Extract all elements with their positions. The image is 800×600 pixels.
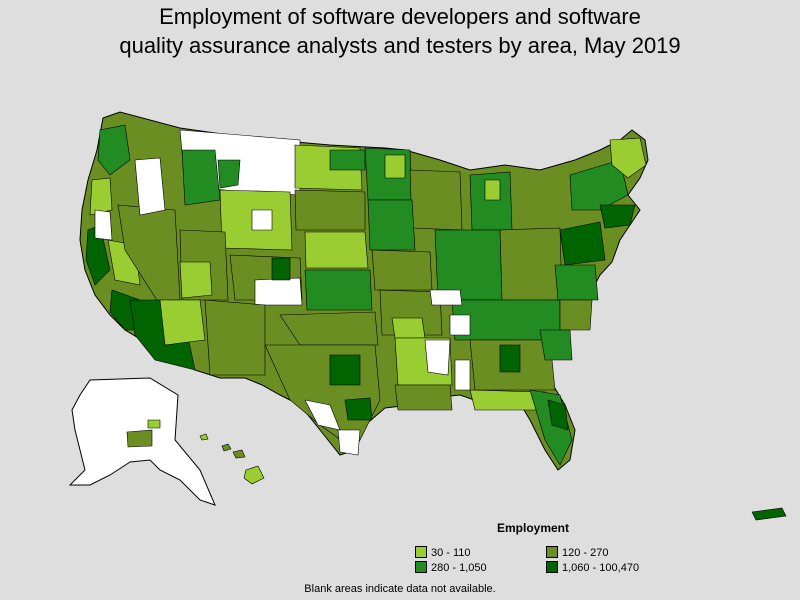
legend-swatch-4 — [546, 561, 558, 573]
legend-item-4: 1,060 - 100,470 — [546, 561, 639, 574]
title-line-2: quality assurance analysts and testers b… — [119, 33, 681, 58]
alaska-patch-1 — [126, 429, 153, 448]
legend-label-4: 1,060 - 100,470 — [562, 562, 640, 574]
legend-swatch-2 — [546, 546, 558, 558]
legend-label-3: 280 - 1,050 — [431, 562, 487, 574]
legend-label-2: 120 - 270 — [562, 547, 609, 559]
legend-item-1: 30 - 110 — [415, 546, 471, 559]
region-patches — [85, 124, 647, 466]
alaska-patch-2 — [147, 419, 161, 429]
map-title: Employment of software developers and so… — [0, 2, 800, 60]
legend-label-1: 30 - 110 — [431, 547, 471, 559]
legend-item-2: 120 - 270 — [546, 546, 608, 559]
title-line-1: Employment of software developers and so… — [159, 4, 641, 29]
footnote: Blank areas indicate data not available. — [304, 583, 496, 595]
legend-item-3: 280 - 1,050 — [415, 561, 487, 574]
blank-areas — [94, 157, 471, 336]
legend-title: Employment — [497, 521, 570, 535]
puerto-rico — [751, 507, 787, 521]
legend-swatch-1 — [415, 546, 427, 558]
hawaii — [199, 433, 265, 485]
legend-swatch-3 — [415, 561, 427, 573]
